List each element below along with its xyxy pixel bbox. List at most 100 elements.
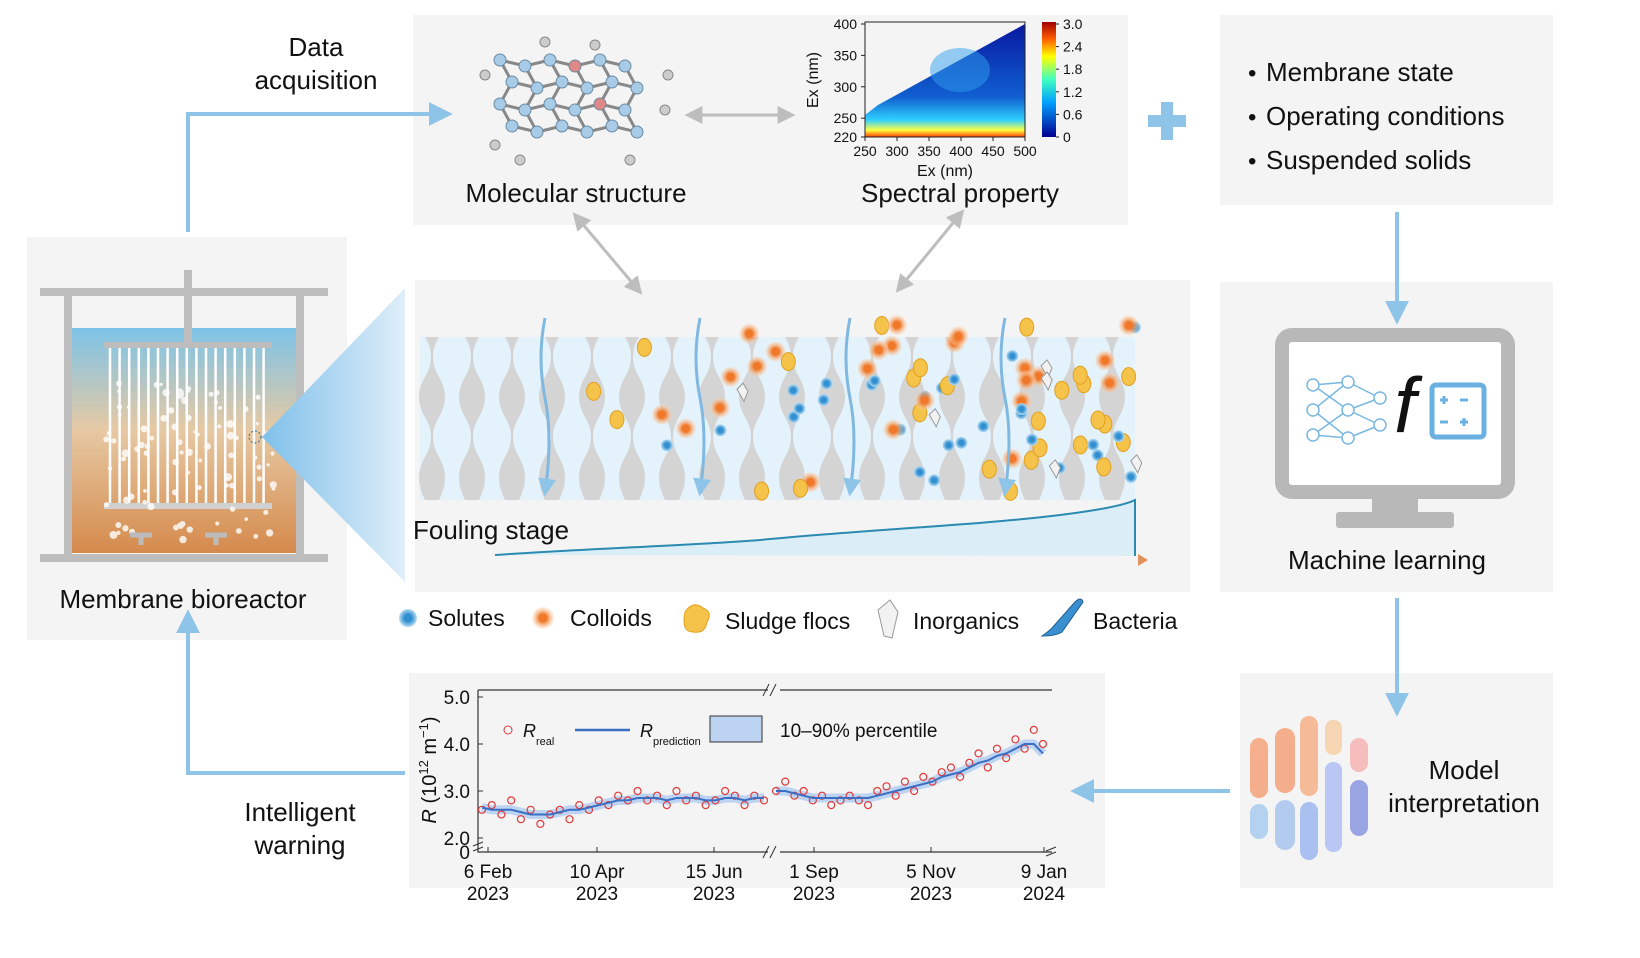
solute xyxy=(1087,438,1100,451)
x-tick-year: 2023 xyxy=(910,884,952,905)
atom xyxy=(543,97,557,111)
atom xyxy=(555,75,569,89)
bubble xyxy=(103,502,110,508)
y-axis-label-part: −1 xyxy=(416,723,431,738)
colloid xyxy=(1095,350,1116,371)
h-atom xyxy=(479,69,491,81)
real-point xyxy=(1029,725,1038,735)
atom xyxy=(605,75,619,89)
colloid xyxy=(948,326,969,347)
real-point xyxy=(873,786,882,796)
solute xyxy=(1091,449,1104,462)
real-point xyxy=(565,815,574,824)
bubble xyxy=(253,533,259,539)
bubble xyxy=(153,381,160,388)
bubble xyxy=(226,420,235,428)
bubble xyxy=(117,412,122,417)
legend-band: 10–90% percentile xyxy=(780,721,937,742)
real-point xyxy=(1011,735,1020,744)
atom xyxy=(505,119,519,133)
interpretation-illustration xyxy=(1250,716,1368,860)
bubble xyxy=(147,502,155,511)
y-axis-label-part: m xyxy=(419,738,441,760)
x-tick-day: 6 Feb xyxy=(464,862,513,883)
bubble xyxy=(122,525,129,532)
legend-real-marker xyxy=(503,725,513,735)
prediction-line xyxy=(481,797,764,816)
spectral-x-tick-label: 500 xyxy=(1013,143,1037,159)
bubble xyxy=(159,382,163,387)
colloid xyxy=(1118,315,1139,336)
sludge-floc xyxy=(792,478,808,498)
bubble xyxy=(149,435,155,441)
warning-label: warning xyxy=(253,830,345,860)
real-point xyxy=(790,791,799,800)
colorbar-tick-label: 0.6 xyxy=(1063,106,1083,122)
h-atom xyxy=(489,139,501,151)
monitor-illustration xyxy=(1275,328,1515,528)
real-point xyxy=(808,796,817,805)
spectral-x-tick-label: 250 xyxy=(853,143,877,159)
inorganic xyxy=(1130,453,1143,474)
spectral-y-tick-label: 400 xyxy=(834,16,858,32)
bubble xyxy=(106,431,112,436)
legend-symbol: R xyxy=(640,721,653,741)
solute xyxy=(1125,470,1138,483)
atom xyxy=(493,53,507,67)
colloid xyxy=(720,366,741,387)
sludge-floc xyxy=(981,459,997,479)
sludge-floc xyxy=(1121,367,1137,387)
fouling-illustration xyxy=(410,315,1148,566)
colloid xyxy=(747,356,768,377)
h-atom xyxy=(659,104,671,116)
h-atom xyxy=(514,154,526,166)
bubble xyxy=(103,436,110,443)
atom xyxy=(568,103,582,117)
bubble xyxy=(172,524,179,531)
bubble xyxy=(256,476,262,482)
spectral-x-label: Ex (nm) xyxy=(917,163,973,180)
real-point xyxy=(891,791,900,800)
x-tick-day: 15 Jun xyxy=(685,862,742,883)
pore-wall xyxy=(539,337,565,500)
bubble xyxy=(177,522,184,529)
colloid xyxy=(739,323,760,344)
sludge-floc xyxy=(1023,450,1039,470)
real-point xyxy=(555,805,564,814)
colorbar-tick-label: 2.4 xyxy=(1063,39,1083,55)
solute xyxy=(913,466,926,479)
pore-wall xyxy=(619,337,645,500)
bubble xyxy=(167,407,175,414)
solute xyxy=(820,377,833,390)
bubble xyxy=(229,506,236,512)
atom xyxy=(605,119,619,133)
acquisition-label: acquisition xyxy=(255,65,378,95)
atom xyxy=(518,103,532,117)
bubble xyxy=(172,458,179,466)
spectral-y-label: Ex (nm) xyxy=(805,52,822,108)
solute xyxy=(1006,350,1019,363)
bubble xyxy=(143,488,147,493)
x-tick-day: 1 Sep xyxy=(789,862,839,883)
real-point xyxy=(662,800,671,810)
real-point xyxy=(827,800,836,810)
x-tick-day: 9 Jan xyxy=(1021,862,1067,883)
bubble xyxy=(186,526,193,533)
bubble xyxy=(162,389,170,397)
solute xyxy=(1112,430,1125,443)
real-point xyxy=(740,800,749,810)
bubble xyxy=(142,499,147,505)
bubble xyxy=(126,405,130,409)
solute xyxy=(928,474,941,487)
y-tick-label: 5.0 xyxy=(444,688,470,709)
solute xyxy=(942,439,955,452)
real-point xyxy=(910,786,919,796)
bubble xyxy=(121,456,127,462)
bubble xyxy=(141,442,145,446)
sludge-floc xyxy=(754,481,770,501)
factor-label: Operating conditions xyxy=(1266,101,1504,131)
link-arrows xyxy=(572,106,965,295)
legend-sub: real xyxy=(536,736,554,748)
y-tick-label: 3.0 xyxy=(444,782,470,803)
